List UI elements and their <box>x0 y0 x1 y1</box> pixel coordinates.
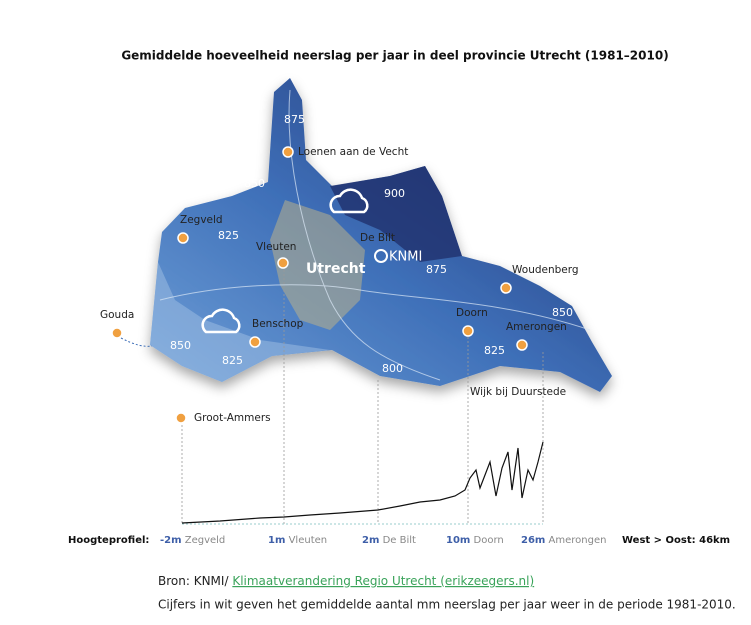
place-label: Wijk bij Duurstede <box>470 386 566 398</box>
rain-label: 825 <box>218 229 239 242</box>
rain-label: 875 <box>284 113 305 126</box>
rain-label: 800 <box>382 362 403 375</box>
source-link[interactable]: Klimaatverandering Regio Utrecht (erikze… <box>232 574 534 588</box>
dot <box>282 146 294 158</box>
profile <box>181 270 544 525</box>
rain-label: 850 <box>244 177 265 190</box>
place-label: Doorn <box>456 307 488 319</box>
place-label: Woudenberg <box>512 264 579 276</box>
rain-label: 875 <box>426 263 447 276</box>
title: Gemiddelde hoeveelheid neerslag per jaar… <box>121 49 668 63</box>
profile-point: 26m Amerongen <box>521 535 606 546</box>
place-label: Amerongen <box>506 321 567 333</box>
map <box>150 78 612 392</box>
dot <box>462 325 474 337</box>
place-labels: Loenen aan de Vecht Zegveld Vleuten De B… <box>100 146 579 424</box>
distance: West > Oost: 46km <box>622 535 730 546</box>
dot <box>277 257 289 269</box>
place-label: Zegveld <box>180 214 223 226</box>
rain-labels: 875 850 825 900 875 850 825 800 825 850 <box>170 113 573 375</box>
connector <box>120 337 153 347</box>
rain-label: 850 <box>552 306 573 319</box>
profile-point: -2m Zegveld <box>160 535 225 546</box>
source: Bron: KNMI/ Klimaatverandering Regio Utr… <box>158 574 534 588</box>
city-label: Utrecht <box>306 261 366 277</box>
rain-label: 825 <box>484 344 505 357</box>
place-label: De Bilt <box>360 232 395 244</box>
profile-title: Hoogteprofiel: <box>68 535 149 546</box>
place-label: Gouda <box>100 309 134 321</box>
dot <box>177 232 189 244</box>
place-label: Vleuten <box>256 241 296 253</box>
station-label: KNMI <box>389 250 422 265</box>
dot <box>516 339 528 351</box>
place-label: Benschop <box>252 318 304 330</box>
dot <box>249 336 261 348</box>
place-dots <box>111 146 528 424</box>
profile-point: 1m Vleuten <box>268 535 327 546</box>
profile-labels: Hoogteprofiel: -2m Zegveld 1m Vleuten 2m… <box>68 535 730 546</box>
dot <box>175 412 187 424</box>
dot <box>500 282 512 294</box>
clouds <box>201 188 369 334</box>
profile-line <box>181 441 544 524</box>
profile-point: 2m De Bilt <box>362 535 416 546</box>
rain-label: 850 <box>170 339 191 352</box>
place-label: Groot-Ammers <box>194 412 271 424</box>
station-icon <box>374 249 388 263</box>
caption: Cijfers in wit geven het gemiddelde aant… <box>158 598 736 612</box>
rain-label: 825 <box>222 354 243 367</box>
rain-label: 900 <box>384 187 405 200</box>
profile-point: 10m Doorn <box>446 535 504 546</box>
dot <box>111 327 123 339</box>
place-label: Loenen aan de Vecht <box>298 146 408 158</box>
